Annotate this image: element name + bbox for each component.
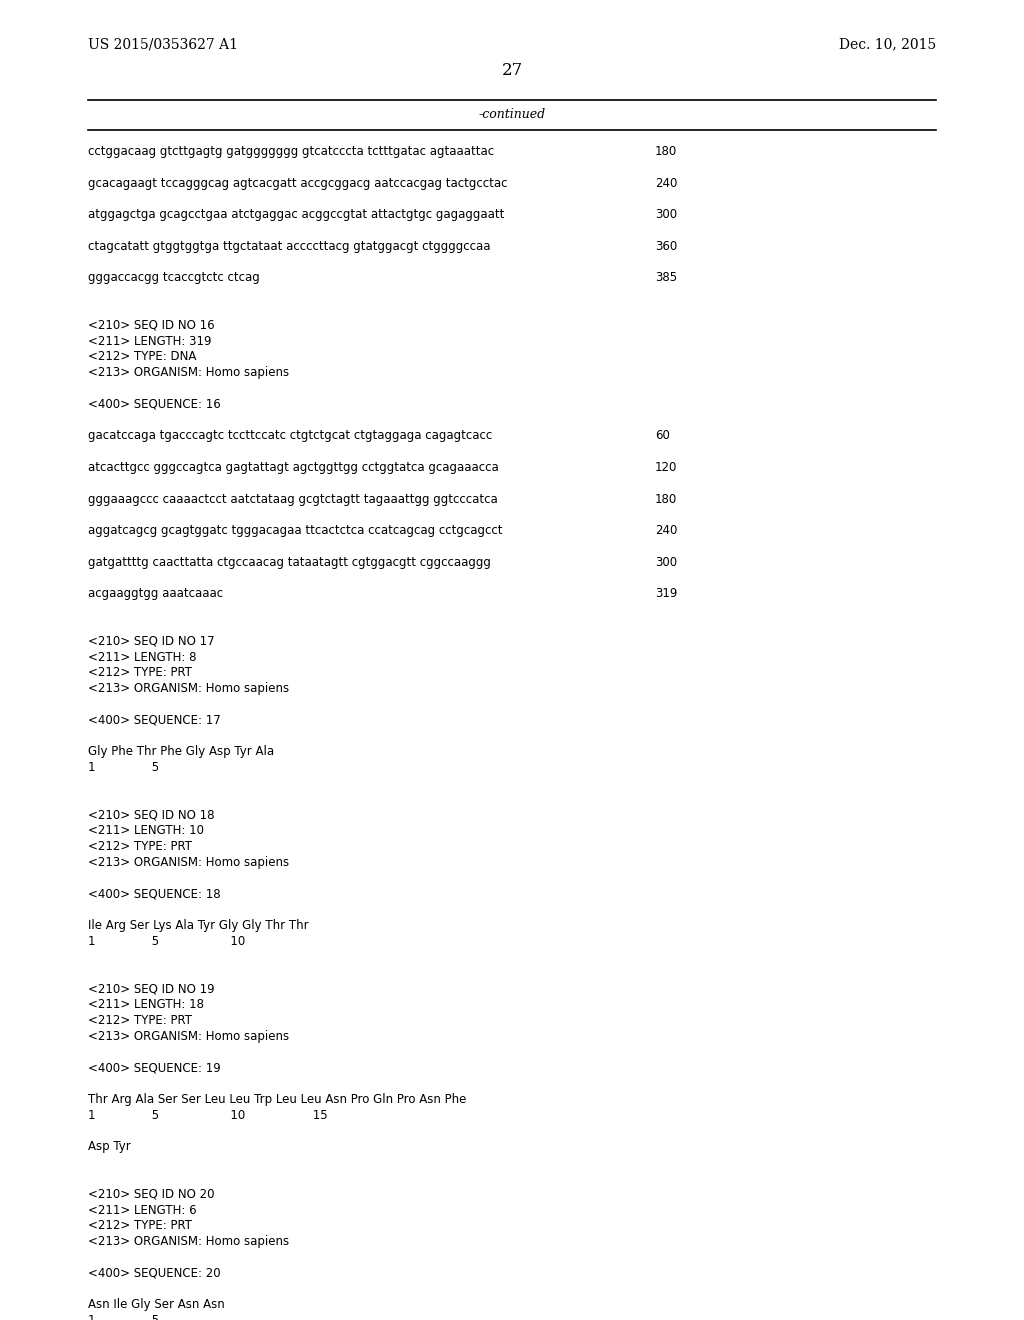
- Text: Thr Arg Ala Ser Ser Leu Leu Trp Leu Leu Asn Pro Gln Pro Asn Phe: Thr Arg Ala Ser Ser Leu Leu Trp Leu Leu …: [88, 1093, 466, 1106]
- Text: <213> ORGANISM: Homo sapiens: <213> ORGANISM: Homo sapiens: [88, 855, 289, 869]
- Text: <212> TYPE: PRT: <212> TYPE: PRT: [88, 841, 193, 853]
- Text: Asn Ile Gly Ser Asn Asn: Asn Ile Gly Ser Asn Asn: [88, 1299, 224, 1311]
- Text: -continued: -continued: [478, 108, 546, 121]
- Text: 385: 385: [655, 272, 677, 284]
- Text: Gly Phe Thr Phe Gly Asp Tyr Ala: Gly Phe Thr Phe Gly Asp Tyr Ala: [88, 746, 274, 759]
- Text: 60: 60: [655, 429, 670, 442]
- Text: 180: 180: [655, 145, 677, 158]
- Text: 120: 120: [655, 461, 677, 474]
- Text: 240: 240: [655, 524, 677, 537]
- Text: 1               5: 1 5: [88, 1315, 159, 1320]
- Text: 1               5                   10: 1 5 10: [88, 935, 246, 948]
- Text: <400> SEQUENCE: 20: <400> SEQUENCE: 20: [88, 1267, 220, 1280]
- Text: <211> LENGTH: 8: <211> LENGTH: 8: [88, 651, 197, 664]
- Text: atggagctga gcagcctgaa atctgaggac acggccgtat attactgtgc gagaggaatt: atggagctga gcagcctgaa atctgaggac acggccg…: [88, 209, 505, 222]
- Text: <213> ORGANISM: Homo sapiens: <213> ORGANISM: Homo sapiens: [88, 1236, 289, 1249]
- Text: 27: 27: [502, 62, 522, 79]
- Text: gggaaagccc caaaactcct aatctataag gcgtctagtt tagaaattgg ggtcccatca: gggaaagccc caaaactcct aatctataag gcgtcta…: [88, 492, 498, 506]
- Text: <213> ORGANISM: Homo sapiens: <213> ORGANISM: Homo sapiens: [88, 1030, 289, 1043]
- Text: ctagcatatt gtggtggtga ttgctataat accccttacg gtatggacgt ctggggccaa: ctagcatatt gtggtggtga ttgctataat acccctt…: [88, 240, 490, 253]
- Text: 360: 360: [655, 240, 677, 253]
- Text: 300: 300: [655, 556, 677, 569]
- Text: 180: 180: [655, 492, 677, 506]
- Text: <211> LENGTH: 319: <211> LENGTH: 319: [88, 334, 212, 347]
- Text: <210> SEQ ID NO 17: <210> SEQ ID NO 17: [88, 635, 215, 648]
- Text: 319: 319: [655, 587, 677, 601]
- Text: 1               5: 1 5: [88, 762, 159, 775]
- Text: Asp Tyr: Asp Tyr: [88, 1140, 131, 1154]
- Text: <212> TYPE: PRT: <212> TYPE: PRT: [88, 1220, 193, 1233]
- Text: 1               5                   10                  15: 1 5 10 15: [88, 1109, 328, 1122]
- Text: cctggacaag gtcttgagtg gatggggggg gtcatcccta tctttgatac agtaaattac: cctggacaag gtcttgagtg gatggggggg gtcatcc…: [88, 145, 495, 158]
- Text: <213> ORGANISM: Homo sapiens: <213> ORGANISM: Homo sapiens: [88, 682, 289, 696]
- Text: <400> SEQUENCE: 18: <400> SEQUENCE: 18: [88, 887, 220, 900]
- Text: <210> SEQ ID NO 18: <210> SEQ ID NO 18: [88, 809, 214, 821]
- Text: gatgattttg caacttatta ctgccaacag tataatagtt cgtggacgtt cggccaaggg: gatgattttg caacttatta ctgccaacag tataata…: [88, 556, 490, 569]
- Text: <211> LENGTH: 18: <211> LENGTH: 18: [88, 998, 204, 1011]
- Text: <212> TYPE: DNA: <212> TYPE: DNA: [88, 350, 197, 363]
- Text: <211> LENGTH: 10: <211> LENGTH: 10: [88, 825, 204, 837]
- Text: <210> SEQ ID NO 19: <210> SEQ ID NO 19: [88, 982, 215, 995]
- Text: <210> SEQ ID NO 20: <210> SEQ ID NO 20: [88, 1188, 214, 1201]
- Text: <400> SEQUENCE: 17: <400> SEQUENCE: 17: [88, 714, 221, 727]
- Text: 240: 240: [655, 177, 677, 190]
- Text: gacatccaga tgacccagtc tccttccatc ctgtctgcat ctgtaggaga cagagtcacc: gacatccaga tgacccagtc tccttccatc ctgtctg…: [88, 429, 493, 442]
- Text: US 2015/0353627 A1: US 2015/0353627 A1: [88, 37, 238, 51]
- Text: gcacagaagt tccagggcag agtcacgatt accgcggacg aatccacgag tactgcctac: gcacagaagt tccagggcag agtcacgatt accgcgg…: [88, 177, 508, 190]
- Text: <212> TYPE: PRT: <212> TYPE: PRT: [88, 1014, 193, 1027]
- Text: Ile Arg Ser Lys Ala Tyr Gly Gly Thr Thr: Ile Arg Ser Lys Ala Tyr Gly Gly Thr Thr: [88, 919, 308, 932]
- Text: 300: 300: [655, 209, 677, 222]
- Text: Dec. 10, 2015: Dec. 10, 2015: [839, 37, 936, 51]
- Text: atcacttgcc gggccagtca gagtattagt agctggttgg cctggtatca gcagaaacca: atcacttgcc gggccagtca gagtattagt agctggt…: [88, 461, 499, 474]
- Text: <400> SEQUENCE: 16: <400> SEQUENCE: 16: [88, 397, 221, 411]
- Text: <212> TYPE: PRT: <212> TYPE: PRT: [88, 667, 193, 680]
- Text: <211> LENGTH: 6: <211> LENGTH: 6: [88, 1204, 197, 1217]
- Text: gggaccacgg tcaccgtctc ctcag: gggaccacgg tcaccgtctc ctcag: [88, 272, 260, 284]
- Text: aggatcagcg gcagtggatc tgggacagaa ttcactctca ccatcagcag cctgcagcct: aggatcagcg gcagtggatc tgggacagaa ttcactc…: [88, 524, 503, 537]
- Text: <400> SEQUENCE: 19: <400> SEQUENCE: 19: [88, 1061, 221, 1074]
- Text: <213> ORGANISM: Homo sapiens: <213> ORGANISM: Homo sapiens: [88, 366, 289, 379]
- Text: acgaaggtgg aaatcaaac: acgaaggtgg aaatcaaac: [88, 587, 223, 601]
- Text: <210> SEQ ID NO 16: <210> SEQ ID NO 16: [88, 319, 215, 331]
